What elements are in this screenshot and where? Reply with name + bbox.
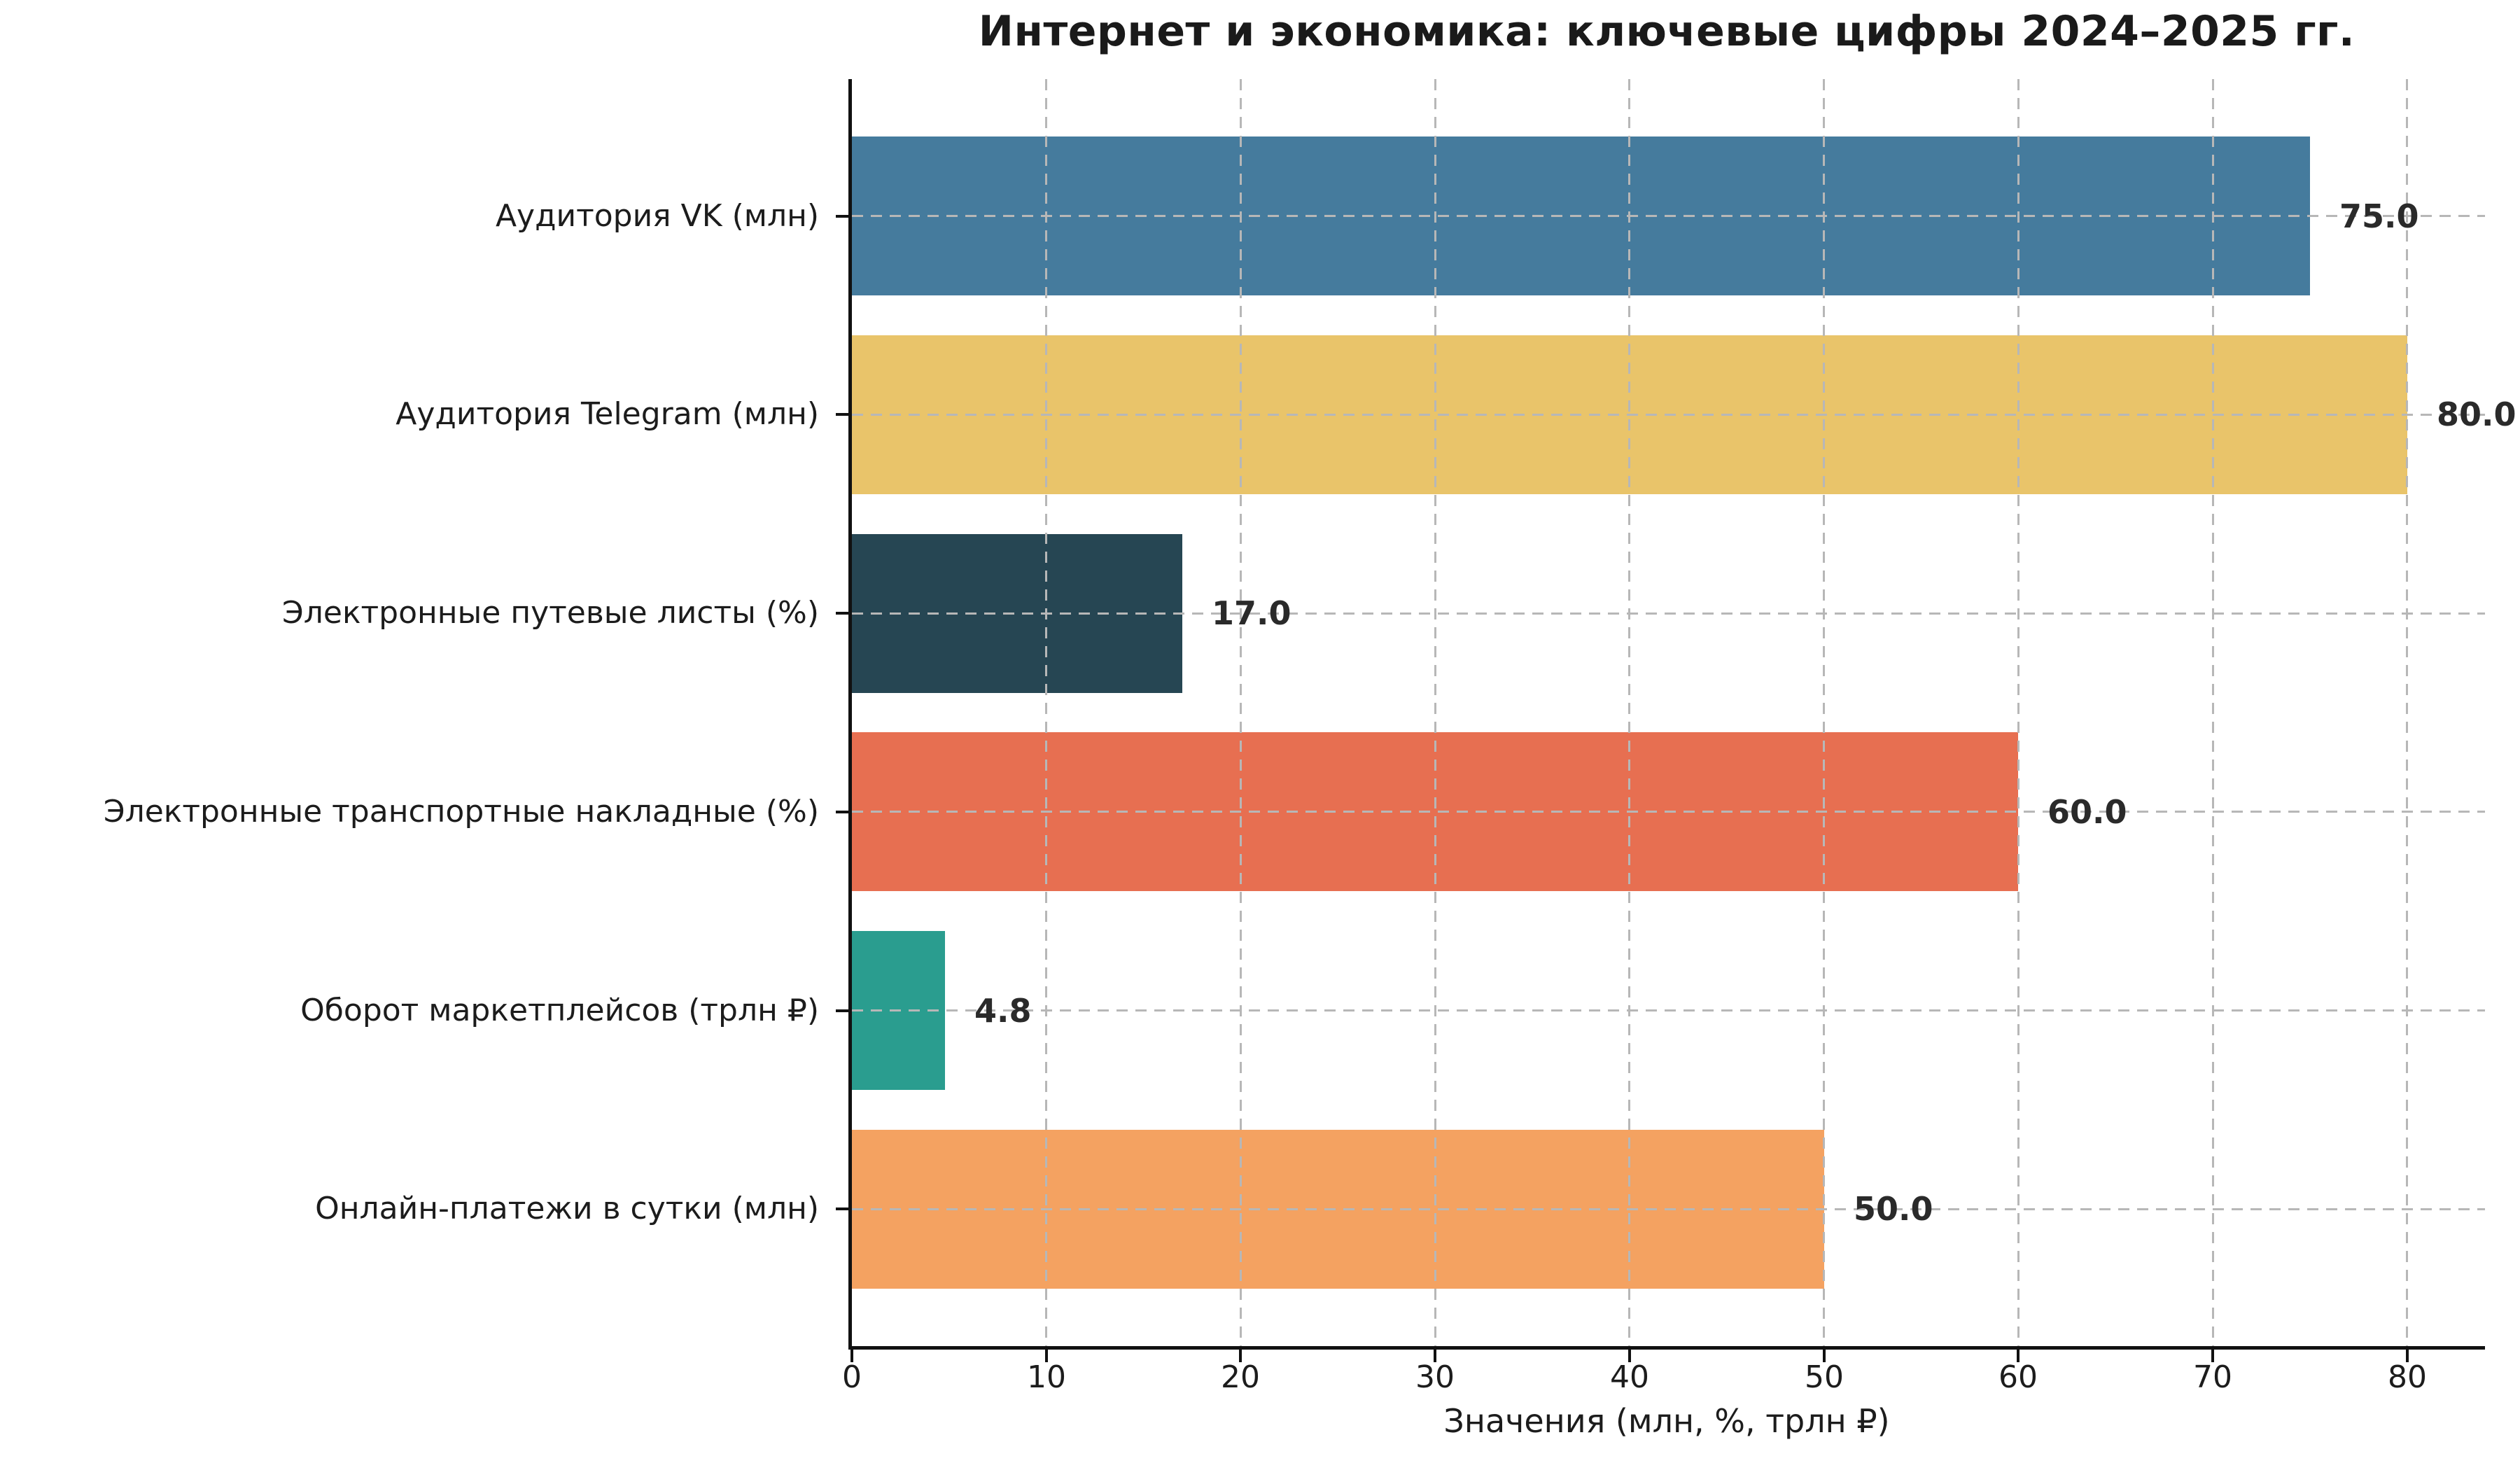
gridline-horizontal-0 — [852, 215, 2485, 217]
category-label-4: Оборот маркетплейсов (трлн ₽) — [300, 993, 819, 1028]
category-label-1: Аудитория Telegram (млн) — [396, 396, 819, 432]
x-tick-mark-60 — [2017, 1350, 2019, 1362]
x-tick-label-30: 30 — [1415, 1359, 1455, 1395]
x-tick-mark-30 — [1434, 1350, 1436, 1362]
gridline-vertical-70 — [2212, 79, 2214, 1346]
gridline-vertical-80 — [2406, 79, 2408, 1346]
gridline-horizontal-2 — [852, 612, 2485, 615]
y-tick-mark-1 — [836, 413, 848, 416]
bar-value-label-2: 17.0 — [1212, 594, 1292, 632]
x-tick-label-60: 60 — [1998, 1359, 2038, 1395]
bar-value-label-1: 80.0 — [2437, 396, 2516, 433]
category-label-5: Онлайн-платежи в сутки (млн) — [315, 1191, 819, 1226]
x-tick-label-80: 80 — [2388, 1359, 2427, 1395]
x-tick-mark-10 — [1045, 1350, 1048, 1362]
bar-value-label-3: 60.0 — [2047, 793, 2127, 831]
gridline-vertical-50 — [1823, 79, 1825, 1346]
chart-title: Интернет и экономика: ключевые цифры 202… — [978, 7, 2356, 56]
y-tick-mark-0 — [836, 215, 848, 218]
x-axis-label: Значения (млн, %, трлн ₽) — [1443, 1402, 1890, 1440]
gridline-vertical-20 — [1240, 79, 1242, 1346]
plot-area: 75.0 80.0 17.0 60.0 4.8 50.0 — [836, 79, 2516, 1350]
bar-value-label-4: 4.8 — [974, 992, 1032, 1030]
x-tick-label-40: 40 — [1610, 1359, 1649, 1395]
x-tick-label-70: 70 — [2193, 1359, 2232, 1395]
y-tick-mark-4 — [836, 1009, 848, 1012]
category-label-2: Электронные путевые листы (%) — [282, 595, 819, 631]
category-label-0: Аудитория VK (млн) — [495, 198, 819, 234]
bar-value-label-5: 50.0 — [1854, 1190, 1933, 1228]
y-tick-mark-2 — [836, 612, 848, 615]
gridline-horizontal-5 — [852, 1208, 2485, 1210]
bar-value-label-0: 75.0 — [2339, 197, 2419, 235]
x-tick-mark-20 — [1239, 1350, 1242, 1362]
x-tick-label-20: 20 — [1221, 1359, 1260, 1395]
gridline-vertical-30 — [1434, 79, 1436, 1346]
gridline-horizontal-3 — [852, 811, 2485, 813]
gridline-vertical-40 — [1628, 79, 1630, 1346]
x-tick-label-0: 0 — [842, 1359, 862, 1395]
gridline-vertical-60 — [2017, 79, 2019, 1346]
gridline-horizontal-1 — [852, 414, 2485, 416]
category-label-3: Электронные транспортные накладные (%) — [103, 794, 819, 830]
y-tick-mark-5 — [836, 1208, 848, 1210]
x-tick-mark-40 — [1628, 1350, 1631, 1362]
gridline-horizontal-4 — [852, 1009, 2485, 1011]
x-tick-label-10: 10 — [1027, 1359, 1066, 1395]
x-tick-mark-70 — [2211, 1350, 2214, 1362]
x-tick-label-50: 50 — [1805, 1359, 1844, 1395]
x-tick-mark-50 — [1823, 1350, 1826, 1362]
y-tick-mark-3 — [836, 811, 848, 813]
gridline-vertical-10 — [1045, 79, 1047, 1346]
x-tick-mark-0 — [850, 1350, 853, 1362]
x-tick-mark-80 — [2406, 1350, 2409, 1362]
